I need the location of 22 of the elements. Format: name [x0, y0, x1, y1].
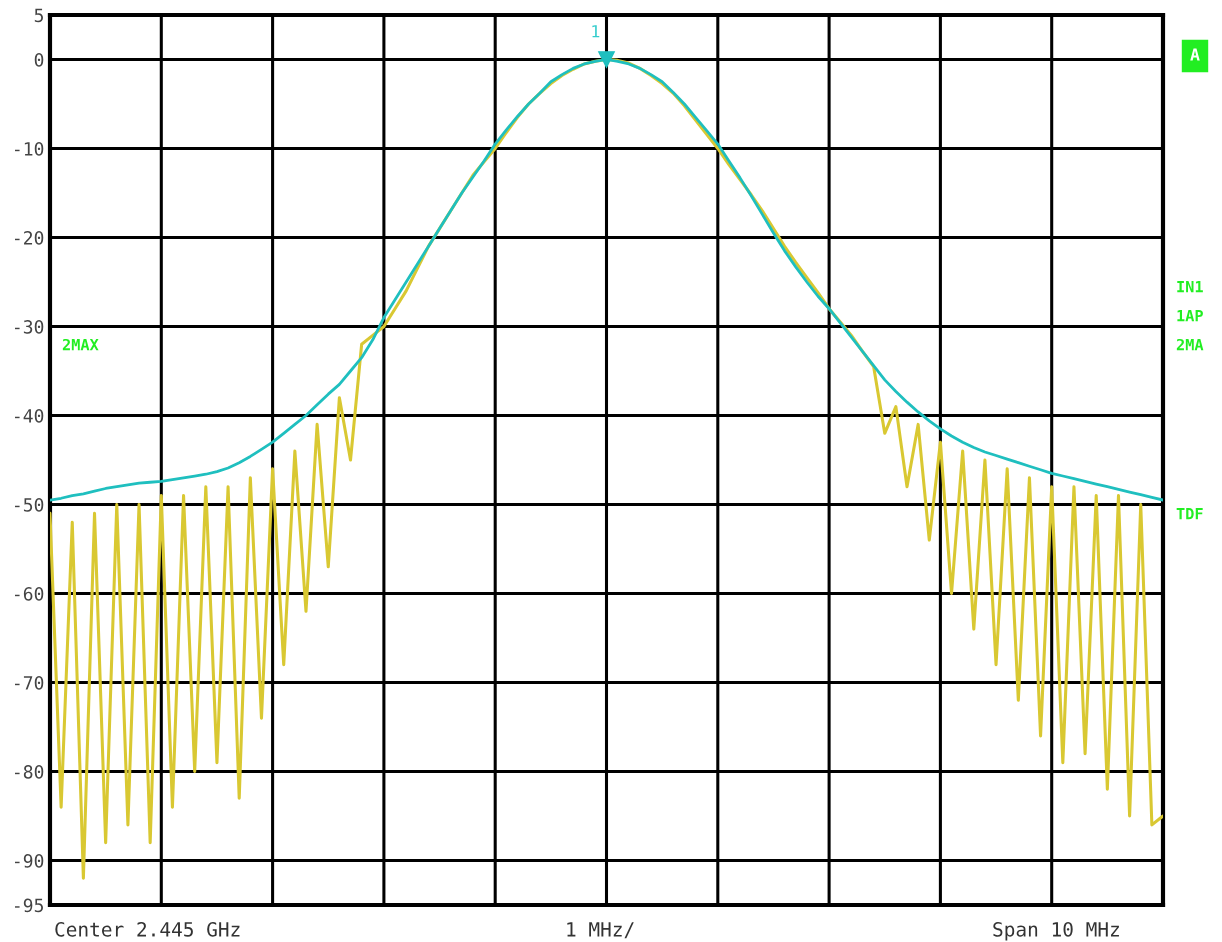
y-tick-label: -30: [14, 320, 44, 334]
text: 1 MHz/: [567, 922, 634, 939]
y-tick-label: -70: [14, 676, 44, 690]
annotation: 1: [592, 25, 600, 38]
y-tick-label: 5: [34, 8, 43, 23]
text: 2MA: [1176, 338, 1204, 351]
y-tick-label: -60: [14, 587, 44, 601]
y-tick-label: -40: [14, 409, 44, 423]
text: Span 10 MHz: [993, 921, 1119, 941]
text: A: [1190, 48, 1200, 61]
y-tick-label: -10: [14, 142, 44, 156]
y-tick-label: -80: [14, 765, 44, 779]
text: Center 2.445 GHz: [55, 921, 240, 937]
y-tick-label: -95: [14, 898, 43, 913]
y-tick-label: -20: [14, 231, 44, 245]
text: TDF: [1176, 508, 1203, 520]
annotation: 2MAX: [62, 338, 99, 351]
y-tick-label: 0: [34, 53, 44, 67]
text: 1AP: [1177, 310, 1203, 322]
text: IN1: [1177, 281, 1203, 293]
y-tick-label: -50: [14, 498, 44, 512]
y-tick-label: -90: [14, 854, 44, 868]
